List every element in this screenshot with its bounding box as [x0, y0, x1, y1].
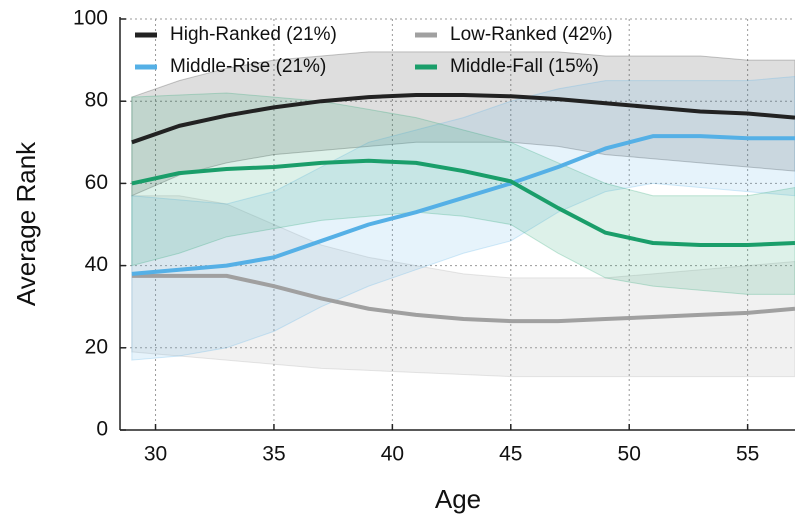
series-line	[131, 93, 795, 145]
y-tick-label: 40	[85, 253, 108, 276]
confidence-band	[131, 195, 795, 378]
y-tick-label: 100	[73, 7, 108, 30]
y-tick-label: 80	[85, 89, 108, 112]
series-line	[131, 134, 795, 276]
legend-label: High-Ranked (21%)	[170, 24, 337, 45]
legend-label: Middle-Rise (21%)	[170, 56, 326, 77]
y-axis-title: Average Rank	[11, 141, 41, 306]
series-line	[131, 158, 795, 248]
x-tick-label: 55	[736, 443, 759, 466]
x-tick-label: 35	[262, 443, 285, 466]
y-tick-label: 60	[85, 171, 108, 194]
series-line	[131, 273, 795, 324]
confidence-band	[131, 51, 795, 197]
y-tick-label: 0	[96, 418, 108, 441]
confidence-band	[131, 76, 795, 361]
x-tick-label: 40	[381, 443, 404, 466]
x-tick-label: 50	[618, 443, 641, 466]
legend-label: Low-Ranked (42%)	[450, 24, 613, 45]
y-tick-label: 20	[85, 335, 108, 358]
x-tick-label: 30	[144, 443, 167, 466]
x-axis-title: Age	[435, 484, 481, 514]
confidence-band	[131, 92, 795, 295]
x-tick-label: 45	[499, 443, 522, 466]
legend-label: Middle-Fall (15%)	[450, 56, 599, 77]
